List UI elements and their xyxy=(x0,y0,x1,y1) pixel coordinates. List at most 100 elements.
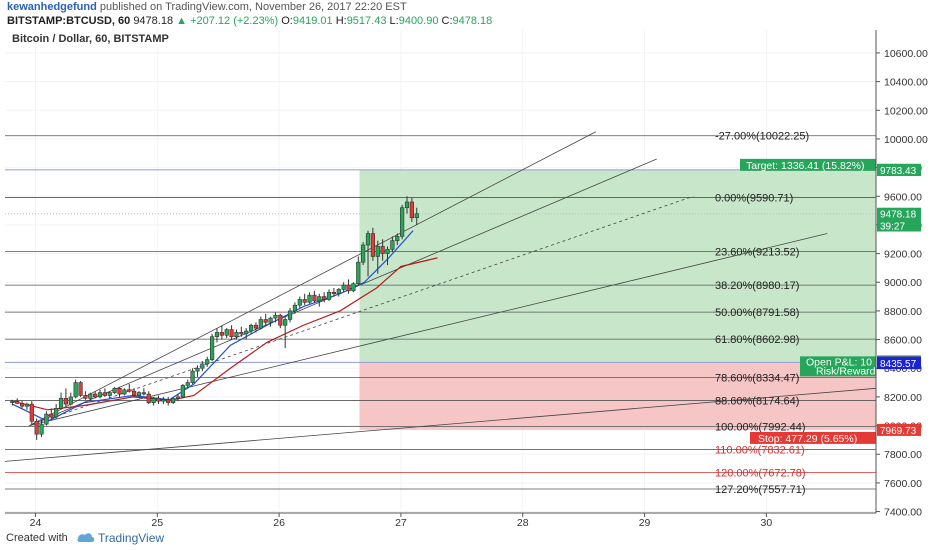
fast-moving-average-line xyxy=(12,230,414,422)
candle-body xyxy=(102,392,107,396)
candle-body xyxy=(34,420,39,435)
candle-body xyxy=(268,317,273,323)
candle-body xyxy=(326,291,332,300)
candle-body xyxy=(209,336,215,360)
candle-body xyxy=(297,299,302,306)
price-chart[interactable]: -27.00%(10022.25) 0.00%(9590.71) 23.60%(92… xyxy=(0,30,932,528)
candle-body xyxy=(346,284,351,292)
trend-line xyxy=(29,233,828,426)
candle-body xyxy=(185,382,190,386)
candle-body xyxy=(409,201,414,219)
open-value: 9419.01 xyxy=(292,15,333,27)
y-tick-label: 9200.00 xyxy=(884,249,922,261)
candle-body xyxy=(395,236,400,241)
candle-body xyxy=(63,398,69,405)
candle-body xyxy=(200,363,205,369)
x-tick-label: 30 xyxy=(761,517,773,528)
candle-body xyxy=(122,389,127,395)
candle-body xyxy=(180,385,185,398)
fib-label: -27.00%(10022.25) xyxy=(715,131,809,143)
footer: Created with TradingView xyxy=(0,528,932,550)
candle-body xyxy=(404,201,410,209)
y-tick-label: 8800.00 xyxy=(884,306,922,318)
candle-body xyxy=(205,359,210,365)
candle-body xyxy=(292,304,298,312)
up-triangle-icon: ▲ xyxy=(176,15,188,27)
fib-label: 78.60%(8334.47) xyxy=(715,373,799,385)
y-tick-label: 9000.00 xyxy=(884,277,922,289)
y-tick-label: 8200.00 xyxy=(884,392,922,404)
candle-body xyxy=(73,382,78,398)
candle-body xyxy=(302,299,307,303)
trend-line xyxy=(29,131,597,426)
candle-body xyxy=(156,398,161,402)
candle-body xyxy=(15,400,20,404)
price-tags: 9784.209783.439478.1839:278447.028435.57… xyxy=(877,163,921,437)
candle-body xyxy=(93,393,98,398)
time-axis[interactable]: 24 25 26 27 28 29 30 xyxy=(30,513,773,528)
candle-body xyxy=(10,400,15,403)
candle-body xyxy=(190,370,195,383)
candle-body xyxy=(229,329,234,338)
candle-body xyxy=(361,244,366,263)
created-with-label: Created with xyxy=(6,532,68,544)
candle-body xyxy=(278,314,283,326)
stop-zone xyxy=(359,362,876,430)
candle-body xyxy=(263,319,268,323)
candle-body xyxy=(166,399,171,403)
candle-body xyxy=(127,389,132,392)
candle-body xyxy=(317,296,322,302)
symbol-label: BITSTAMP:BTCUSD, 60 xyxy=(7,15,131,27)
candle-body xyxy=(141,392,146,395)
high-value: 9517.43 xyxy=(346,15,387,27)
last-price: 9478.18 xyxy=(133,15,174,27)
high-label: H: xyxy=(335,15,347,27)
tradingview-brand[interactable]: TradingView xyxy=(98,531,165,545)
candle-body xyxy=(273,314,278,319)
candle-body xyxy=(224,329,229,336)
candle-body xyxy=(287,310,293,320)
price-tag-bg xyxy=(877,423,921,436)
y-tick-label: 10400.00 xyxy=(884,77,928,89)
candle-body xyxy=(322,296,327,300)
candle-body xyxy=(136,392,142,396)
candle-body xyxy=(44,413,49,425)
fib-label: 100.00%(7992.44) xyxy=(715,422,806,434)
x-tick-label: 26 xyxy=(273,517,285,528)
candle-body xyxy=(351,283,356,292)
fib-label: 61.80%(8602.98) xyxy=(715,334,799,346)
candle-body xyxy=(171,398,176,403)
open-pl-label-bg xyxy=(800,356,876,377)
chart-title: Bitcoin / Dollar, 60, BITSTAMP xyxy=(12,33,169,45)
candle-body xyxy=(78,382,83,396)
y-tick-label: 7400.00 xyxy=(884,507,922,519)
target-zone xyxy=(359,169,876,363)
candle-body xyxy=(253,324,259,329)
candle-body xyxy=(258,319,263,329)
candle-body xyxy=(132,390,137,396)
candle-body xyxy=(107,392,112,396)
author-link[interactable]: kewanhedgefund xyxy=(7,1,97,13)
y-tick-label: 7600.00 xyxy=(884,478,922,490)
time-axis-background xyxy=(0,513,932,528)
candle-body xyxy=(24,403,30,407)
price-tag-bg xyxy=(877,219,921,232)
candle-body xyxy=(375,246,380,257)
candle-body xyxy=(400,207,405,237)
price-tag-bg xyxy=(877,357,921,370)
candle-body xyxy=(58,398,64,409)
y-tick-label: 10600.00 xyxy=(884,48,928,60)
candle-body xyxy=(83,395,88,399)
candle-body xyxy=(312,294,317,302)
open-label: O: xyxy=(281,15,293,27)
candle-body xyxy=(219,332,224,336)
candle-body xyxy=(331,291,337,295)
candle-body xyxy=(390,240,395,250)
candle-body xyxy=(97,392,103,398)
candle-body xyxy=(161,399,166,402)
y-tick-label: 10000.00 xyxy=(884,134,928,146)
fib-label: 23.60%(9213.52) xyxy=(715,247,799,259)
candle-body xyxy=(283,319,288,326)
candle-body xyxy=(175,396,181,399)
candle-body xyxy=(19,403,25,407)
